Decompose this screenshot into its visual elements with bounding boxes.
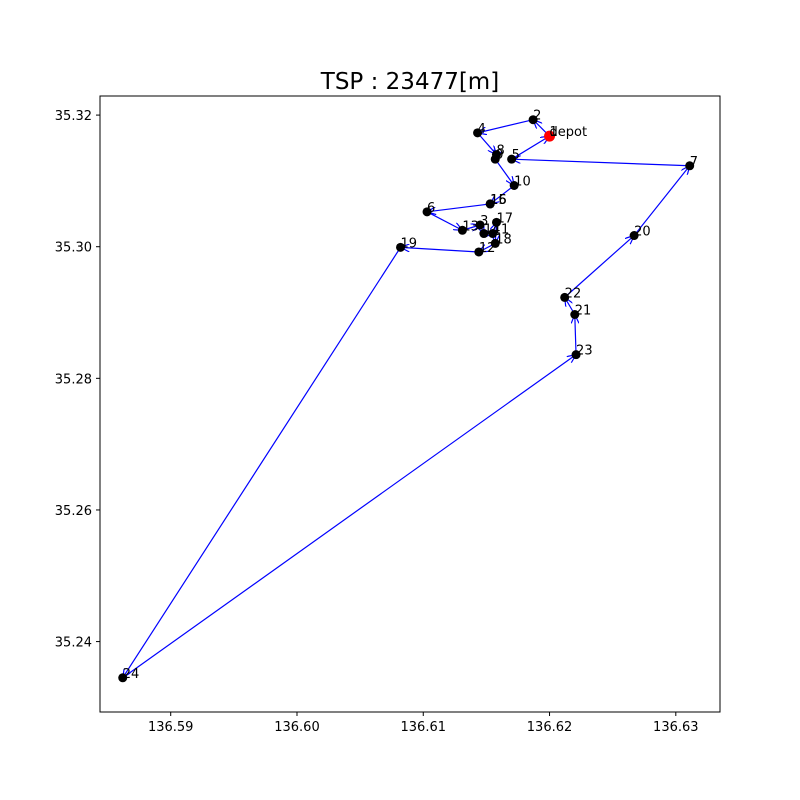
node-label: 7	[690, 155, 698, 170]
route-nodes	[118, 115, 695, 683]
node-label: 4	[478, 122, 486, 137]
route-arrow	[401, 247, 479, 253]
x-axis: 136.59 136.60 136.61 136.62 136.63	[148, 712, 699, 735]
node-label: 13	[462, 219, 479, 234]
node-label: 12	[479, 241, 496, 256]
node-point	[473, 128, 483, 138]
route-arrow	[122, 355, 576, 679]
node-label: 10	[514, 175, 531, 190]
node-label: 6	[427, 201, 435, 216]
node-label: 1	[550, 125, 558, 140]
route-arrow	[490, 185, 515, 204]
route-arrow	[564, 236, 634, 298]
x-tick-label: 136.59	[148, 720, 194, 735]
route-arrow	[511, 136, 550, 160]
y-tick-label: 35.32	[55, 109, 92, 124]
x-tick-label: 136.62	[527, 720, 573, 735]
route-arrow	[123, 247, 402, 677]
node-label: 18	[495, 232, 512, 247]
node-label: 9	[495, 148, 503, 163]
route-arrow	[426, 211, 462, 230]
node-label: 19	[401, 236, 418, 251]
node-point	[509, 181, 519, 191]
route-arrow	[633, 166, 690, 236]
node-point	[490, 238, 500, 248]
node-point	[488, 229, 498, 239]
node-label: 22	[565, 286, 582, 301]
depot-label: depot	[550, 125, 588, 140]
node-point	[507, 154, 517, 164]
node-point	[485, 199, 495, 209]
y-tick-label: 35.28	[55, 372, 92, 387]
node-label: 16	[490, 193, 507, 208]
x-tick-label: 136.61	[401, 720, 447, 735]
node-point	[396, 242, 406, 252]
node-point	[571, 350, 581, 360]
node-point	[475, 220, 485, 230]
node-point	[118, 673, 128, 683]
plot-frame	[99, 95, 721, 713]
node-label: 23	[576, 344, 593, 359]
chart-title: TSP : 23477[m]	[320, 69, 499, 95]
node-label: 14	[484, 223, 501, 238]
node-point	[490, 154, 500, 164]
route-arrow	[512, 159, 690, 167]
route-arrow	[478, 119, 534, 133]
x-tick-label: 136.63	[653, 720, 699, 735]
node-point	[560, 292, 570, 302]
node-point	[422, 207, 432, 217]
node-point	[528, 115, 538, 125]
node-label: 3	[480, 214, 488, 229]
node-label: 20	[634, 225, 651, 240]
node-label: 5	[512, 148, 520, 163]
y-axis: 35.24 35.26 35.28 35.30 35.32	[55, 109, 100, 651]
node-label: 11	[493, 223, 510, 238]
depot-point	[544, 130, 556, 142]
node-point	[570, 309, 580, 319]
node-point	[629, 231, 639, 241]
node-label: 24	[123, 667, 140, 682]
route-arrow	[427, 203, 491, 212]
node-label: 8	[496, 144, 504, 159]
y-tick-label: 35.24	[55, 636, 92, 651]
route-arrows	[123, 120, 690, 678]
route-arrow	[575, 314, 576, 355]
node-label: 15	[490, 193, 507, 208]
node-label: 17	[496, 211, 513, 226]
x-tick-label: 136.60	[274, 720, 320, 735]
y-tick-label: 35.26	[55, 504, 92, 519]
node-point	[479, 229, 489, 239]
route-arrow	[494, 158, 514, 185]
y-tick-label: 35.30	[55, 241, 92, 256]
node-label: 2	[533, 109, 541, 124]
node-label: 21	[575, 303, 592, 318]
node-point	[491, 217, 501, 227]
node-point	[685, 161, 695, 171]
node-point	[474, 247, 484, 257]
node-point	[457, 225, 467, 235]
